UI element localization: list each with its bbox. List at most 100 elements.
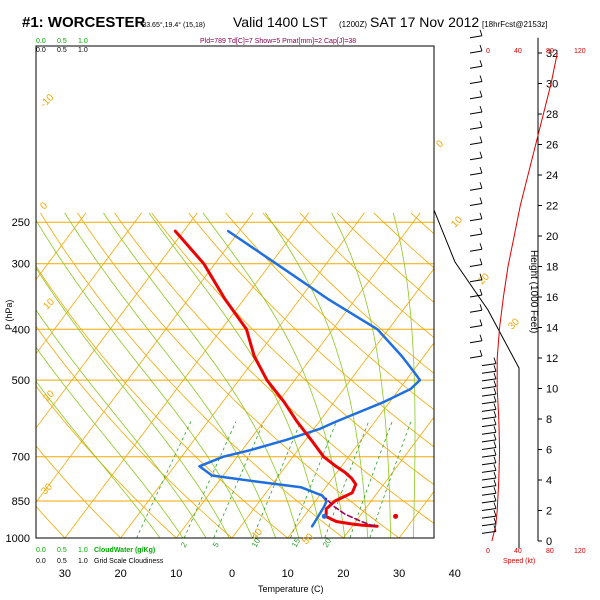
wind-barb-flag: [493, 357, 497, 364]
legend-bot-green-2: 1.0: [78, 547, 88, 554]
wind-barb-flag: [493, 395, 497, 402]
dry-adiabat-line: [448, 213, 600, 549]
wind-barb: [469, 35, 483, 39]
grid-layer: [36, 212, 600, 549]
wind-barb-flag: [479, 334, 483, 341]
wind-barb-flag: [479, 243, 483, 250]
pressure-tick-label: 850: [12, 496, 30, 508]
wind-barb: [481, 462, 497, 466]
wind-barb: [481, 401, 497, 405]
dry-adiabat-label: -10: [38, 92, 56, 110]
wind-barb-flag: [479, 258, 483, 265]
wind-barb: [469, 111, 483, 115]
height-tick-label: 22: [546, 201, 558, 213]
wind-panel-border: [433, 209, 520, 548]
mixing-ratio-label: 5: [211, 540, 221, 549]
wind-barb-flag: [479, 29, 483, 36]
valid-time: Valid 1400 LST: [233, 14, 328, 30]
isotherm-line: [36, 212, 254, 503]
height-tick-label: 26: [546, 140, 558, 152]
moist-adiabat-line: [435, 213, 447, 549]
valid-date: SAT 17 Nov 2012: [370, 14, 479, 30]
wind-barb: [469, 248, 483, 252]
isotherm-line: [398, 490, 434, 538]
isotherm-line: [36, 212, 87, 281]
wind-barb-flag: [479, 121, 483, 128]
moist-adiabat-line: [392, 212, 416, 538]
legend-bot-black-0: 0.0: [36, 558, 46, 565]
legend-bot-green-0: 0.0: [36, 547, 46, 554]
temperature-tick-label: 0: [229, 568, 235, 580]
height-tick-label: 2: [546, 506, 552, 518]
forecast-tag: [18hrFcst@2153z]: [482, 20, 547, 29]
parcel-trace: [324, 497, 376, 528]
legend-top-black-2: 1.0: [78, 47, 88, 54]
dry-adiabat-line: [36, 265, 289, 538]
pressure-tick-label: 500: [12, 375, 30, 387]
moist-adiabat-line: [36, 267, 230, 538]
wind-barb: [469, 142, 483, 145]
wind-barb: [481, 416, 497, 420]
wind-barb: [469, 309, 483, 313]
legend-bot-green-1: 0.5: [57, 547, 67, 554]
wind-barb: [469, 126, 483, 130]
pressure-axis-title: P (hPa): [4, 300, 14, 330]
isotherm-line: [36, 212, 198, 429]
pressure-tick-label: 700: [12, 452, 30, 464]
wind-barb-flag: [479, 273, 483, 280]
speed-tick-top-3: 120: [574, 48, 586, 55]
wind-barb: [481, 447, 497, 450]
moist-adiabat-line: [36, 309, 207, 538]
wind-barb: [481, 363, 497, 367]
dry-adiabat-line: [299, 212, 434, 339]
cloudwater-label: CloudWater (g/Kg): [94, 547, 155, 554]
height-tick-label: 12: [546, 353, 558, 365]
wind-barb-flag: [493, 464, 497, 471]
dry-adiabat-line: [36, 325, 233, 538]
wind-barb-flag: [479, 44, 483, 52]
wind-barb: [469, 157, 483, 161]
height-tick-label: 4: [546, 475, 552, 487]
pressure-tick-label: 400: [12, 324, 30, 336]
wind-barb-flag: [493, 403, 497, 410]
wind-barb-flag: [493, 433, 497, 441]
isotherm-line: [446, 213, 600, 549]
height-tick-label: 8: [546, 414, 552, 426]
wind-barb: [481, 523, 497, 527]
mixing-ratio-line: [136, 421, 192, 538]
speed-axis-title: Speed (kt): [503, 558, 535, 565]
legend-bot-black-2: 1.0: [78, 558, 88, 565]
wind-barb: [469, 96, 483, 100]
wind-barb: [481, 500, 497, 504]
wind-barb-flag: [493, 441, 497, 448]
plot-frame: [35, 45, 435, 539]
wind-barb-flag: [493, 372, 497, 380]
moist-adiabat-line: [64, 212, 277, 538]
wind-barb-flag: [479, 304, 483, 311]
moist-adiabat-line: [36, 380, 161, 538]
wind-barb: [469, 172, 483, 176]
wind-barb-flag: [479, 319, 483, 326]
isotherm-line: [64, 212, 310, 538]
temperature-tick-label: 10: [170, 568, 182, 580]
temperature-tick-label: 20: [337, 568, 349, 580]
wind-barb-flag: [493, 502, 497, 509]
wind-barb-flag: [493, 387, 497, 395]
height-tick-label: 18: [546, 262, 558, 274]
wind-barb: [469, 81, 483, 84]
dry-adiabat-label: 0: [38, 200, 50, 212]
legend-top-black-1: 0.5: [57, 47, 67, 54]
wind-barb-flag: [493, 410, 497, 418]
dry-adiabat-line: [114, 212, 434, 524]
moist-adiabat-line: [331, 212, 392, 538]
wind-barb-flag: [493, 509, 497, 517]
wind-barb: [469, 187, 483, 191]
wind-barb-flag: [493, 418, 497, 425]
height-tick-label: 14: [546, 323, 558, 335]
wind-barb-flag: [479, 182, 483, 189]
wind-speed-profile: [491, 52, 558, 542]
height-tick-label: 32: [546, 48, 558, 60]
wind-barb-flag: [493, 448, 497, 456]
